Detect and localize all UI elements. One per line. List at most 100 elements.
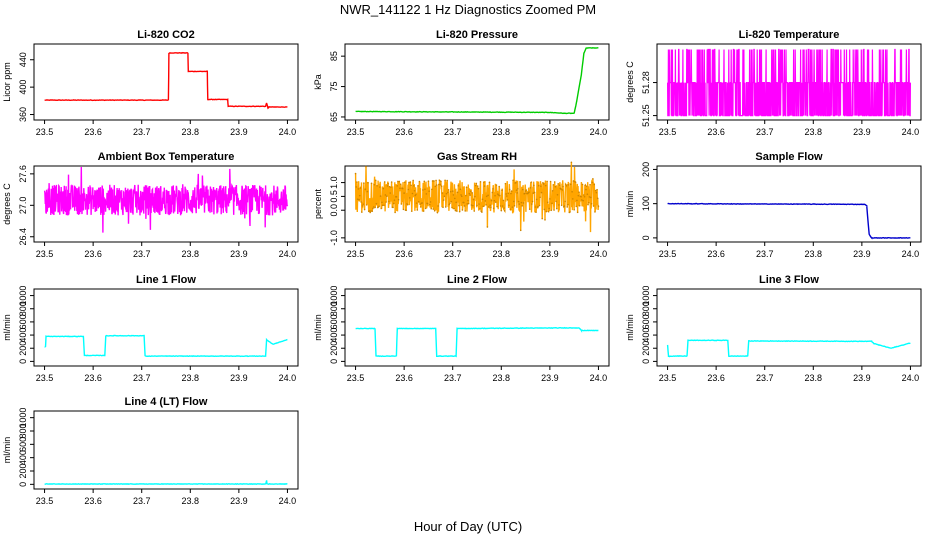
x-tick-label: 23.8: [182, 496, 200, 506]
panel-10: Line 4 (LT) Flow ml/min 23.5 23.6 23.7 23.8 23…: [2, 396, 299, 506]
series-point: [540, 185, 542, 187]
x-tick-label: 23.6: [84, 249, 102, 259]
series-point: [375, 202, 378, 205]
y-tick-label: 27.0: [18, 197, 28, 215]
x-tick-label: 23.6: [707, 373, 725, 383]
series-point: [569, 211, 571, 213]
series-point: [535, 198, 538, 201]
series-point: [378, 205, 380, 208]
series-point: [358, 194, 361, 197]
series-point: [428, 190, 430, 192]
series-point: [516, 192, 519, 194]
x-tick-label: 23.5: [36, 496, 54, 506]
x-tick-label: 23.9: [853, 249, 871, 259]
series-point: [492, 188, 494, 190]
x-tick-label: 23.8: [182, 373, 200, 383]
x-tick-label: 23.8: [805, 249, 823, 259]
panel-title: Ambient Box Temperature: [98, 151, 235, 163]
series-point: [585, 188, 587, 191]
series-point: [410, 210, 413, 212]
series-point: [426, 202, 429, 205]
series-point: [563, 205, 566, 207]
series-line: [667, 202, 911, 240]
series-point: [582, 199, 584, 202]
series-point: [487, 206, 490, 208]
series-point: [408, 197, 411, 199]
series-point: [567, 184, 570, 186]
series-point: [520, 201, 523, 204]
panel-title: Line 3 Flow: [759, 274, 819, 286]
series-point: [453, 197, 456, 200]
series-point: [484, 200, 487, 202]
y-tick-label: 400: [329, 328, 339, 343]
y-axis-label: degrees C: [625, 61, 635, 103]
plot-frame: [344, 43, 610, 121]
series-point: [397, 180, 399, 183]
series-point: [544, 219, 546, 221]
series-point: [508, 204, 510, 207]
plot-frame: [33, 288, 299, 367]
series-point: [531, 200, 534, 203]
series-point: [550, 209, 553, 212]
y-tick-label: 400: [641, 328, 651, 343]
x-tick-label: 23.9: [541, 249, 559, 259]
series-point: [444, 179, 446, 182]
series-point: [545, 210, 548, 213]
series-point: [501, 205, 504, 207]
series-point: [432, 208, 435, 210]
y-tick-label: 400: [18, 450, 28, 465]
y-tick-label: 200: [641, 162, 651, 177]
x-tick-label: 23.5: [36, 249, 54, 259]
x-tick-label: 23.7: [133, 249, 151, 259]
series-point: [396, 185, 398, 187]
x-tick-label: 23.7: [444, 249, 462, 259]
x-tick-label: 24.0: [279, 249, 297, 259]
series-point: [530, 181, 532, 184]
y-tick-label: 27.6: [18, 165, 28, 183]
series-point: [431, 188, 433, 191]
series-point: [578, 191, 580, 193]
panel-2: Li-820 Pressure kPa 23.5 23.6 23.7 23.8 23.9 24…: [313, 29, 610, 137]
series-point: [513, 205, 516, 207]
series-point: [497, 194, 500, 196]
series-point: [390, 181, 393, 183]
y-tick-label: 75: [329, 82, 339, 92]
series-point: [583, 195, 586, 198]
series-point: [447, 191, 449, 194]
series-point: [591, 181, 593, 184]
series-point: [580, 195, 582, 198]
series-point: [574, 181, 577, 183]
series-point: [511, 206, 514, 208]
series-point: [558, 204, 560, 206]
series-point: [473, 210, 476, 212]
panel-title: Li-820 Pressure: [436, 29, 518, 41]
series-point: [468, 192, 471, 195]
x-tick-label: 23.6: [84, 127, 102, 137]
y-tick-label: 800: [18, 301, 28, 316]
panel-5: Gas Stream RH percent 23.5 23.6 23.7 23.8 23.9…: [313, 151, 610, 259]
series-point: [369, 211, 371, 214]
y-tick-label: 0: [18, 359, 28, 364]
series-point: [469, 194, 471, 196]
series-point: [471, 192, 473, 194]
y-tick-label: 51.28: [641, 71, 651, 94]
series-point: [389, 192, 392, 194]
series-point: [524, 192, 526, 195]
series-point: [549, 180, 552, 183]
series-point: [458, 210, 461, 213]
y-tick-label: 800: [641, 301, 651, 316]
series-point: [451, 190, 454, 192]
series-point: [587, 203, 589, 206]
y-tick-label: 200: [641, 341, 651, 356]
x-tick-label: 23.8: [493, 127, 511, 137]
series-point: [439, 183, 442, 186]
series-point: [571, 190, 573, 193]
series-point: [479, 180, 482, 183]
series-point: [507, 192, 510, 195]
series-point: [487, 194, 489, 197]
series-point: [435, 179, 437, 182]
panel-8: Line 2 Flow ml/min 23.5 23.6 23.7 23.8 23.9 24.…: [313, 274, 610, 383]
series-point: [496, 205, 498, 208]
series-point: [399, 187, 401, 190]
series-point: [411, 192, 414, 195]
